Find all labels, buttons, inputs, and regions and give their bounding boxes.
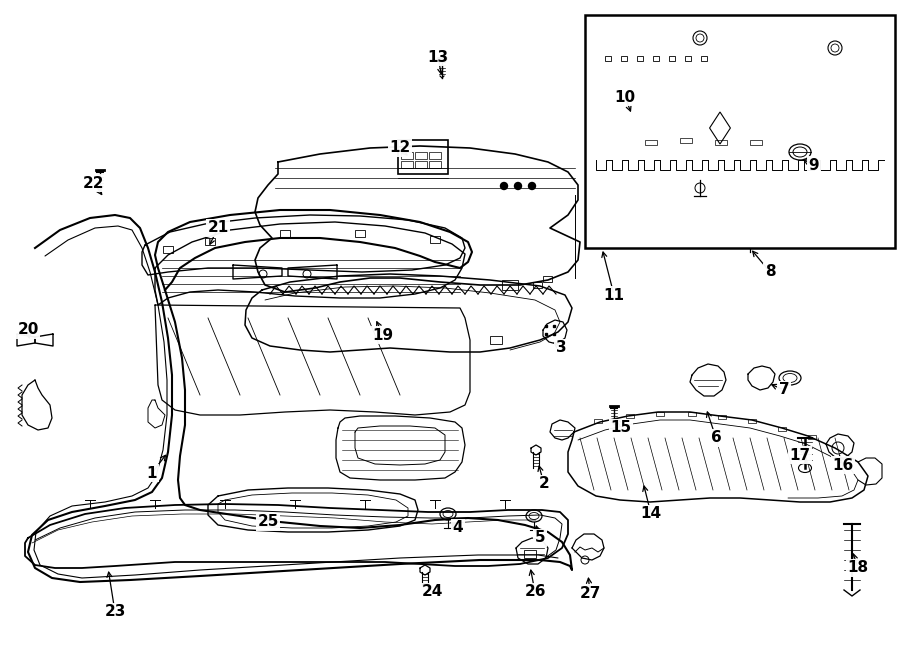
Bar [415,161,427,168]
Bar [605,56,611,61]
Text: 25: 25 [257,514,279,529]
Bar [401,161,413,168]
Text: 1: 1 [147,465,158,481]
Bar [355,230,365,237]
Text: 5: 5 [535,531,545,545]
Circle shape [515,182,521,190]
Text: 19: 19 [373,327,393,342]
Text: 6: 6 [711,430,722,446]
Bar [715,140,727,145]
Bar [543,276,552,282]
Bar [429,152,441,159]
Bar [701,56,707,61]
Bar [585,15,895,248]
Bar [490,336,502,344]
Text: 11: 11 [604,288,625,303]
Bar [621,56,627,61]
Text: 26: 26 [524,584,545,600]
Text: 17: 17 [789,447,811,463]
Text: 27: 27 [580,586,600,600]
Text: 21: 21 [207,221,229,235]
Circle shape [528,182,536,190]
Bar [205,238,215,245]
Bar [653,56,659,61]
Bar [685,56,691,61]
Text: 7: 7 [778,383,789,397]
Bar [656,412,664,416]
Text: 14: 14 [641,506,662,522]
Bar [645,140,657,145]
Bar [626,414,634,418]
Bar [748,419,756,423]
Text: 8: 8 [765,264,775,280]
Bar [502,280,518,290]
Text: 2: 2 [538,477,549,492]
Bar [398,140,448,174]
Bar [280,230,290,237]
Bar [808,435,816,439]
Bar [533,282,542,288]
Text: 3: 3 [555,340,566,356]
Text: 24: 24 [421,584,443,600]
Bar [594,419,602,423]
Bar [637,56,643,61]
Bar [415,152,427,159]
Bar [430,236,440,243]
Bar [680,138,692,143]
Bar [750,140,762,145]
Circle shape [500,182,508,190]
Text: 16: 16 [832,457,853,473]
Bar [429,161,441,168]
Text: 10: 10 [615,89,635,104]
Text: 4: 4 [453,520,464,535]
Text: 23: 23 [104,605,126,619]
Text: 18: 18 [848,561,868,576]
Bar [718,415,726,419]
Bar [163,246,173,253]
Text: 15: 15 [610,420,632,436]
Bar [524,550,536,558]
Bar [778,427,786,431]
Text: 22: 22 [83,176,104,190]
Text: 13: 13 [428,50,448,65]
Text: 20: 20 [17,323,39,338]
Bar [688,412,696,416]
Bar [669,56,675,61]
Text: 9: 9 [809,157,819,173]
Text: 12: 12 [390,141,410,155]
Bar [401,152,413,159]
